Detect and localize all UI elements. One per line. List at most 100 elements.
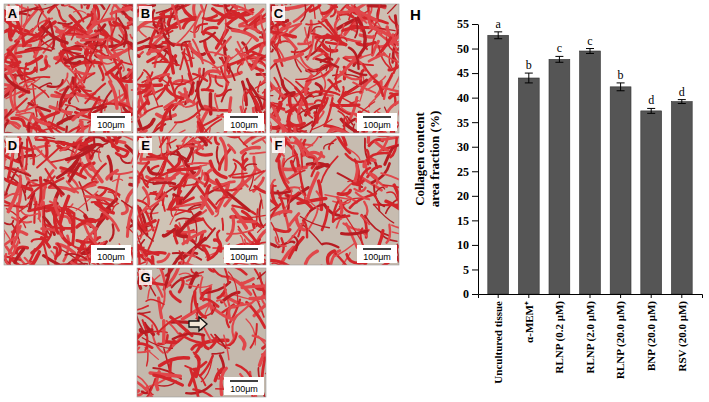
fiber xyxy=(157,316,181,333)
fiber xyxy=(137,312,150,314)
fiber xyxy=(290,97,294,110)
fiber xyxy=(253,52,266,60)
fiber xyxy=(290,23,301,32)
scale-bar-bg xyxy=(91,113,131,131)
fiber xyxy=(127,67,133,77)
fiber xyxy=(177,213,200,235)
scale-bar xyxy=(230,116,258,118)
scale-bar-bg xyxy=(357,113,397,131)
fiber xyxy=(140,379,155,397)
fiber xyxy=(347,116,353,124)
fiber xyxy=(137,86,144,90)
fiber xyxy=(249,233,257,244)
fiber xyxy=(358,19,365,46)
fiber xyxy=(300,216,329,227)
fiber xyxy=(60,140,82,151)
fiber xyxy=(213,57,233,68)
fiber xyxy=(326,21,340,41)
y-tick-mark xyxy=(472,196,478,197)
fiber xyxy=(179,273,190,275)
fiber xyxy=(137,306,148,310)
error-bar-stem xyxy=(590,49,591,54)
fiber xyxy=(293,236,298,250)
fiber xyxy=(337,197,341,214)
micrograph-border xyxy=(4,136,133,265)
scale-bar-label: 100μm xyxy=(97,120,125,130)
fiber xyxy=(28,137,34,164)
fiber xyxy=(307,208,318,232)
y-tick: 45 xyxy=(457,66,478,80)
error-bar-stem xyxy=(559,56,560,62)
fiber xyxy=(345,215,361,241)
fiber xyxy=(245,164,257,168)
scale-bar-label: 100μm xyxy=(363,120,391,130)
micrograph-border xyxy=(137,268,266,397)
fiber xyxy=(215,94,218,111)
fiber xyxy=(238,170,255,189)
fiber xyxy=(228,145,235,153)
fiber xyxy=(279,189,292,215)
fiber xyxy=(202,90,213,91)
fiber xyxy=(280,26,288,35)
bar xyxy=(580,51,601,294)
y-tick-label: 50 xyxy=(457,42,469,56)
panel-letter-bg xyxy=(139,6,152,21)
fiber xyxy=(203,219,212,231)
fiber xyxy=(346,97,357,123)
fiber xyxy=(312,27,321,32)
fiber xyxy=(63,141,80,144)
y-tick: 55 xyxy=(457,17,478,31)
fiber xyxy=(170,184,195,186)
fiber xyxy=(367,153,389,160)
micrograph: E100μm xyxy=(103,103,298,295)
fiber xyxy=(258,268,266,279)
error-bar-cap xyxy=(617,82,625,83)
fiber xyxy=(185,89,188,102)
fiber xyxy=(272,263,284,265)
fiber xyxy=(276,63,285,89)
fiber xyxy=(215,240,221,251)
scale-bar-bg xyxy=(224,377,264,395)
fiber xyxy=(333,201,338,221)
fiber xyxy=(22,156,23,171)
fiber xyxy=(350,194,376,208)
x-tick-mark xyxy=(559,294,560,298)
fiber xyxy=(36,136,55,139)
fiber xyxy=(303,220,307,237)
fiber xyxy=(194,362,206,370)
fiber xyxy=(67,146,95,160)
fiber xyxy=(137,53,139,57)
fiber xyxy=(137,103,140,107)
fiber xyxy=(360,35,373,37)
fiber xyxy=(185,4,207,6)
fiber xyxy=(180,49,184,69)
micrograph-ground xyxy=(137,4,266,133)
bar xyxy=(641,111,662,294)
fiber xyxy=(296,58,314,76)
fiber xyxy=(342,231,368,234)
fiber xyxy=(25,139,28,169)
x-axis: Uncultured tissueα-MEM⁺RLNP (0.2 μM)RLNP… xyxy=(479,294,703,384)
fiber xyxy=(137,223,153,241)
fiber xyxy=(221,67,229,82)
fiber xyxy=(285,126,309,133)
fiber xyxy=(355,18,357,38)
y-tick: 20 xyxy=(457,189,478,203)
fiber xyxy=(108,192,115,201)
fiber xyxy=(310,5,320,11)
fiber xyxy=(255,72,266,88)
error-bar-cap xyxy=(678,103,686,104)
x-tick-mark xyxy=(590,294,591,298)
scale-bar-label: 100μm xyxy=(230,384,258,394)
x-tick-mark xyxy=(528,294,529,298)
fiber xyxy=(349,70,366,75)
y-tick-label: 25 xyxy=(457,165,469,179)
fiber xyxy=(270,22,272,23)
fiber xyxy=(308,27,309,38)
fiber xyxy=(73,74,76,90)
fiber xyxy=(181,41,189,49)
fiber xyxy=(137,344,152,348)
fiber xyxy=(99,66,103,80)
bar xyxy=(610,87,631,294)
fiber xyxy=(190,273,196,287)
